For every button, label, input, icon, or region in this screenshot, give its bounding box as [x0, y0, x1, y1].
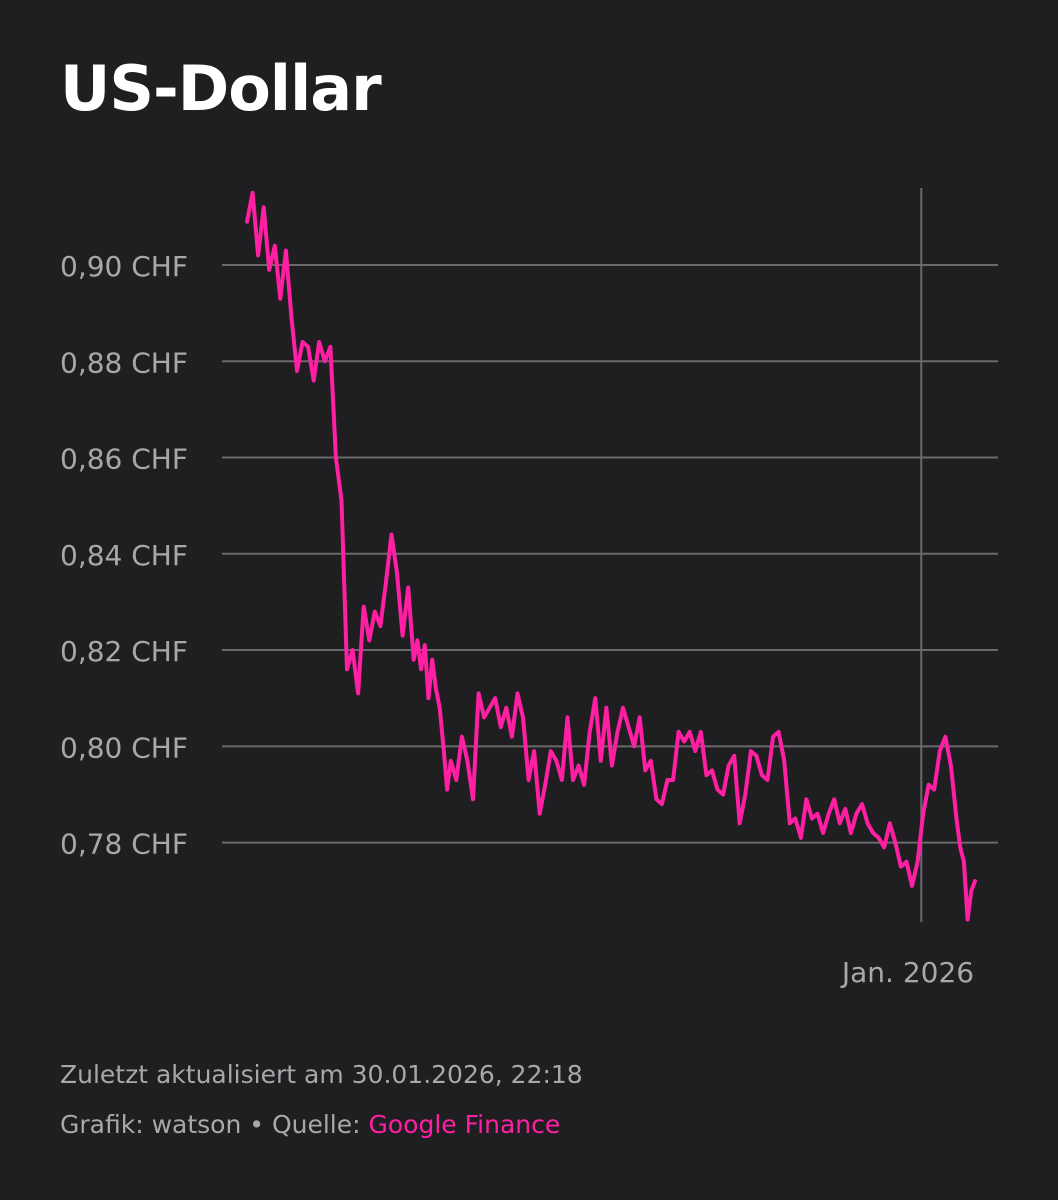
y-tick-label: 0,82 CHF [60, 635, 188, 668]
y-tick-labels: 0,90 CHF 0,88 CHF 0,86 CHF 0,84 CHF 0,82 CHF… [60, 250, 188, 861]
y-tick-label: 0,88 CHF [60, 346, 188, 379]
y-tick-label: 0,80 CHF [60, 731, 188, 764]
y-tick-label: 0,78 CHF [60, 828, 188, 861]
y-tick-label: 0,90 CHF [60, 250, 188, 283]
y-tick-label: 0,86 CHF [60, 443, 188, 476]
chart-title: US-Dollar [60, 52, 382, 125]
source-link[interactable]: Google Finance [368, 1110, 561, 1139]
line-chart: 0,90 CHF 0,88 CHF 0,86 CHF 0,84 CHF 0,82 CHF… [60, 188, 998, 989]
usd-chf-series-line [245, 190, 977, 922]
last-updated-text: Zuletzt aktualisiert am 30.01.2026, 22:1… [60, 1060, 583, 1089]
credits-text: Grafik: watson • Quelle: Google Finance [60, 1110, 560, 1139]
y-tick-label: 0,84 CHF [60, 539, 188, 572]
x-marker-label: Jan. 2026 [840, 956, 974, 989]
credits-prefix: Grafik: watson • Quelle: [60, 1110, 369, 1139]
